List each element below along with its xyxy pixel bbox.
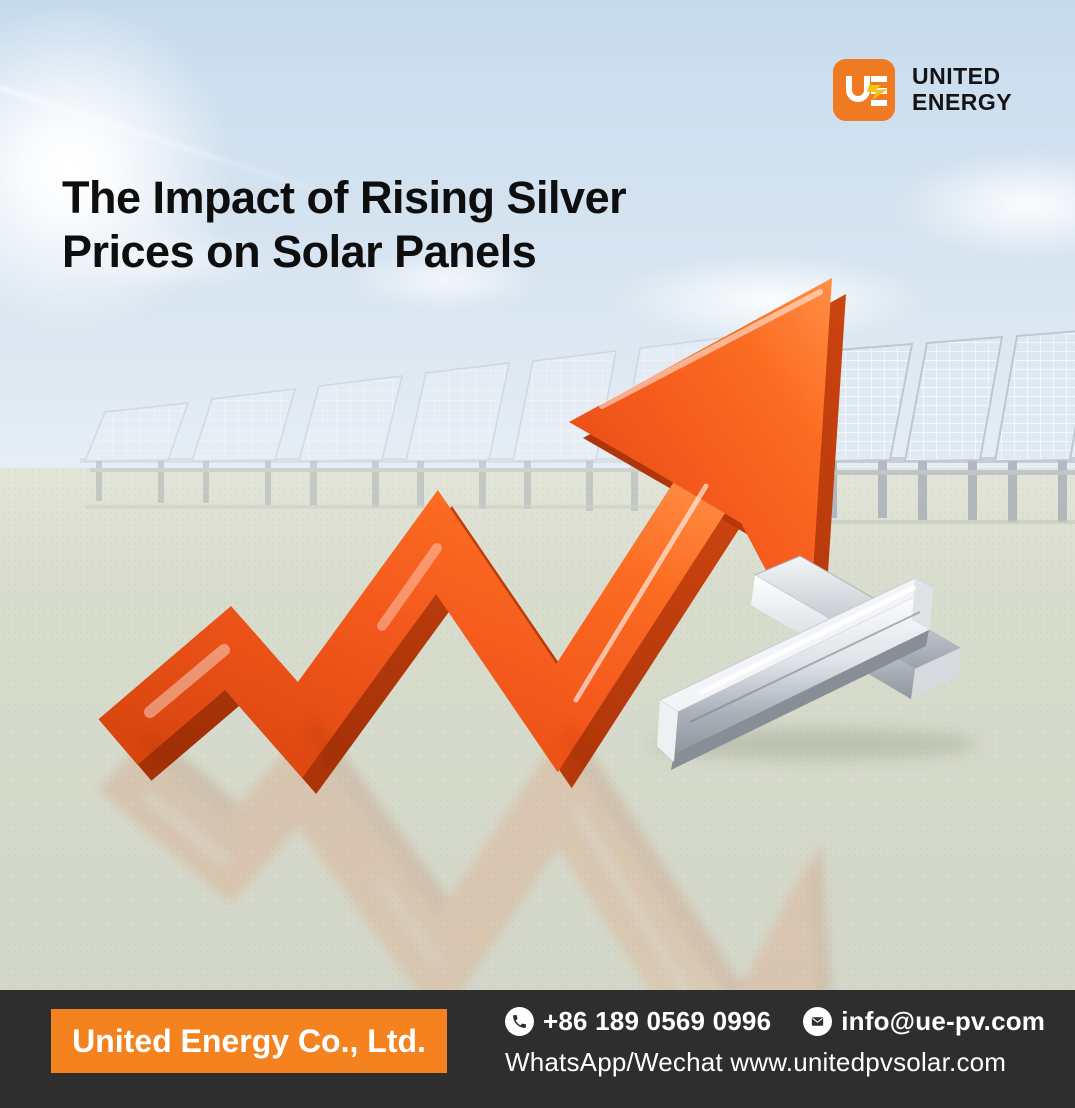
logo-wordmark: UNITED ENERGY bbox=[912, 63, 1013, 116]
title-line1: The Impact of Rising Silver bbox=[62, 172, 627, 223]
title-line2: Prices on Solar Panels bbox=[62, 226, 537, 277]
logo: UNITED ENERGY bbox=[833, 59, 1012, 121]
contact-info: +86 189 0569 0996 info@ue-pv.com WhatsAp… bbox=[505, 1001, 1045, 1078]
website-url[interactable]: www.unitedpvsolar.com bbox=[730, 1047, 1007, 1077]
email-address[interactable]: info@ue-pv.com bbox=[841, 1005, 1046, 1036]
company-name: United Energy Co., Ltd. bbox=[72, 1022, 426, 1059]
contact-row-2: WhatsApp/Wechat www.unitedpvsolar.com bbox=[505, 1047, 1045, 1078]
logo-line2: ENERGY bbox=[912, 89, 1013, 115]
phone-number[interactable]: +86 189 0569 0996 bbox=[543, 1005, 772, 1036]
silver-ingots bbox=[650, 555, 980, 770]
phone-icon bbox=[505, 1006, 534, 1036]
email-icon bbox=[803, 1006, 833, 1036]
logo-line1: UNITED bbox=[912, 63, 1001, 90]
solar-array-right bbox=[810, 330, 1075, 524]
footer-bar: United Energy Co., Ltd. +86 189 0569 099… bbox=[0, 990, 1075, 1108]
whatsapp-label: WhatsApp/Wechat bbox=[505, 1047, 723, 1077]
panel-legs bbox=[812, 461, 1075, 522]
page-title: The Impact of Rising Silver Prices on So… bbox=[62, 171, 782, 279]
company-name-badge: United Energy Co., Ltd. bbox=[51, 1009, 447, 1073]
ue-logo-icon bbox=[833, 59, 895, 121]
cloud bbox=[60, 230, 280, 290]
cloud bbox=[350, 250, 540, 310]
contact-row-1: +86 189 0569 0996 info@ue-pv.com bbox=[505, 1001, 1045, 1041]
